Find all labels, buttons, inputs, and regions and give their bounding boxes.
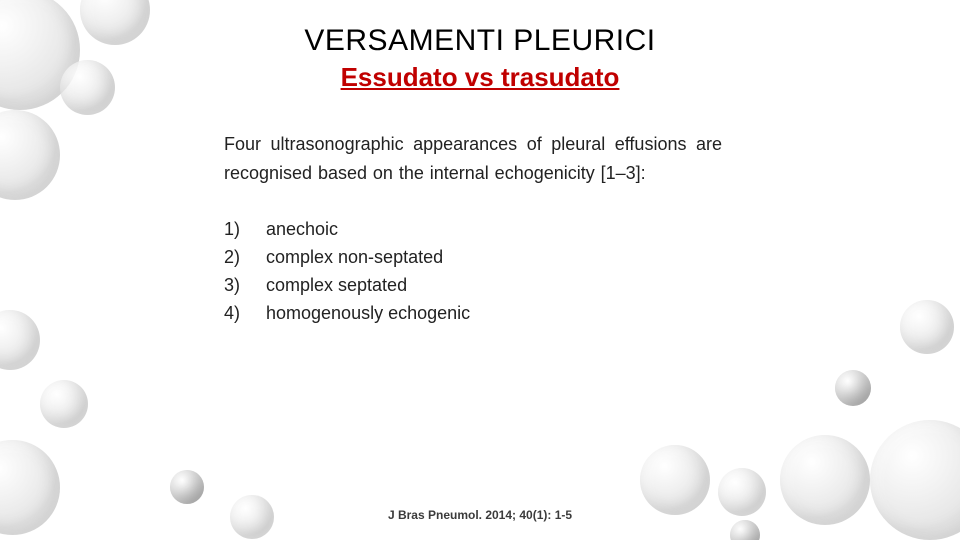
bubble-decor	[900, 300, 954, 354]
list-item-text: complex septated	[266, 272, 407, 300]
bubble-decor	[835, 370, 871, 406]
slide-subtitle: Essudato vs trasudato	[0, 62, 960, 93]
bubble-decor	[0, 110, 60, 200]
list-item: 2) complex non-septated	[224, 244, 722, 272]
content-box: Four ultrasonographic appearances of ple…	[220, 128, 726, 338]
list-item-number: 4)	[224, 300, 248, 328]
list-item-number: 1)	[224, 216, 248, 244]
list-item: 4) homogenously echogenic	[224, 300, 722, 328]
list-item: 3) complex septated	[224, 272, 722, 300]
intro-paragraph: Four ultrasonographic appearances of ple…	[224, 130, 722, 188]
bubble-decor	[730, 520, 760, 540]
bubble-decor	[40, 380, 88, 428]
appearance-list: 1) anechoic 2) complex non-septated 3) comple…	[224, 216, 722, 328]
list-item: 1) anechoic	[224, 216, 722, 244]
bubble-decor	[0, 310, 40, 370]
bubble-decor	[870, 420, 960, 540]
slide-title: VERSAMENTI PLEURICI	[0, 24, 960, 58]
list-item-text: homogenously echogenic	[266, 300, 470, 328]
bubble-decor	[640, 445, 710, 515]
list-item-number: 3)	[224, 272, 248, 300]
list-item-text: anechoic	[266, 216, 338, 244]
citation: J Bras Pneumol. 2014; 40(1): 1-5	[0, 508, 960, 522]
bubble-decor	[170, 470, 204, 504]
list-item-number: 2)	[224, 244, 248, 272]
list-item-text: complex non-septated	[266, 244, 443, 272]
